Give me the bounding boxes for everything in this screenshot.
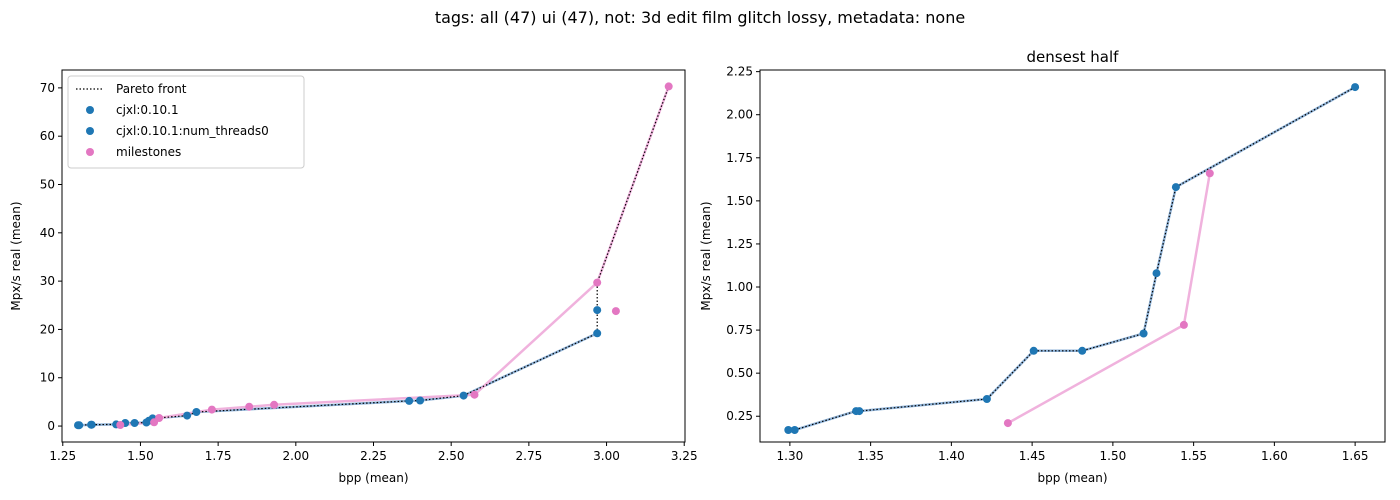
x-tick-label: 1.40 (938, 449, 965, 463)
x-tick-label: 1.65 (1342, 449, 1369, 463)
data-point (593, 329, 602, 338)
y-tick-label: 1.25 (726, 237, 753, 251)
y-tick-label: 50 (40, 177, 55, 191)
data-point (270, 400, 279, 409)
axes-frame (759, 69, 1386, 443)
x-tick-label: 1.50 (1100, 449, 1127, 463)
y-tick-label: 2.00 (726, 108, 753, 122)
data-point (593, 306, 602, 315)
x-axis-label: bpp (mean) (338, 471, 408, 485)
x-tick-label: 2.50 (438, 449, 465, 463)
x-tick-label: 1.30 (777, 449, 804, 463)
data-point (1003, 419, 1012, 428)
data-point (784, 426, 793, 434)
y-tick-label: 10 (40, 371, 55, 385)
data-point (1152, 269, 1161, 278)
data-point (855, 407, 864, 416)
x-tick-label: 1.25 (49, 449, 76, 463)
data-point (790, 426, 799, 434)
data-point (1171, 183, 1180, 192)
data-point (116, 421, 125, 429)
y-tick-label: 0.25 (726, 409, 753, 423)
y-tick-label: 0 (47, 419, 55, 433)
x-tick-label: 2.75 (516, 449, 543, 463)
y-axis-label: Mpx/s real (mean) (699, 201, 713, 310)
y-tick-label: 20 (40, 322, 55, 336)
data-point (207, 405, 216, 414)
y-tick-label: 2.25 (726, 65, 753, 79)
legend-marker-swatch (86, 148, 94, 156)
panel-title: densest half (1027, 48, 1120, 66)
series-line-cjxl (788, 86, 1356, 432)
y-tick-label: 1.75 (726, 151, 753, 165)
data-point (405, 396, 414, 405)
x-tick-label: 1.75 (205, 449, 232, 463)
x-tick-label: 3.00 (593, 449, 620, 463)
figure-title: tags: all (47) ui (47), not: 3d edit fil… (434, 8, 966, 27)
data-point (1029, 346, 1038, 355)
data-point (155, 414, 164, 422)
data-point (1351, 83, 1360, 92)
data-point (130, 419, 139, 427)
data-point (192, 408, 201, 416)
data-point (1139, 329, 1148, 338)
data-point (87, 420, 96, 429)
y-tick-label: 70 (40, 81, 55, 95)
chart-panel-2: 1.30 1.35 1.40 1.45 1.50 1.55 1.60 1.65 0.25 0.50… (699, 48, 1386, 485)
x-tick-label: 1.55 (1180, 449, 1207, 463)
data-point (245, 402, 254, 411)
x-tick-label: 1.50 (127, 449, 154, 463)
data-point (459, 391, 468, 400)
x-tick-label: 1.45 (1019, 449, 1046, 463)
chart-panel-1: 1.25 1.50 1.75 2.00 2.25 2.50 2.75 3.00 3.25 0 10 2… (9, 69, 698, 485)
y-axis-label: Mpx/s real (mean) (9, 201, 23, 310)
legend: Pareto front cjxl:0.10.1 cjxl:0.10.1:num_t… (67, 75, 305, 169)
x-tick-label: 1.35 (857, 449, 884, 463)
x-tick-label: 2.25 (360, 449, 387, 463)
y-tick-label: 1.50 (726, 194, 753, 208)
y-tick-label: 60 (40, 129, 55, 143)
data-point (982, 395, 991, 403)
legend-marker-swatch (86, 106, 94, 114)
legend-entry: milestones (116, 145, 181, 159)
legend-box (67, 75, 305, 169)
legend-entry: Pareto front (116, 82, 187, 96)
legend-entry: cjxl:0.10.1 (116, 103, 179, 117)
legend-marker-swatch (86, 127, 94, 135)
data-point (664, 82, 673, 91)
data-point (75, 421, 84, 430)
y-tick-label: 40 (40, 226, 55, 240)
data-point (1205, 169, 1214, 178)
data-point (416, 396, 425, 405)
data-point (593, 278, 602, 287)
data-point (1179, 320, 1188, 329)
x-tick-label: 2.00 (282, 449, 309, 463)
y-tick-label: 30 (40, 274, 55, 288)
data-point (611, 307, 620, 316)
x-tick-label: 3.25 (671, 449, 698, 463)
y-tick-label: 1.00 (726, 280, 753, 294)
data-point (183, 411, 192, 420)
data-point (470, 390, 479, 399)
pareto-front-line (788, 86, 1356, 431)
x-axis-label: bpp (mean) (1037, 471, 1107, 485)
series-line-milestones (1007, 173, 1212, 425)
series-line-cjxl (77, 332, 598, 427)
x-tick-label: 1.60 (1261, 449, 1288, 463)
y-tick-label: 0.75 (726, 323, 753, 337)
y-tick-label: 0.50 (726, 366, 753, 380)
data-point (1078, 346, 1087, 355)
legend-entry: cjxl:0.10.1:num_threads0 (116, 124, 269, 138)
